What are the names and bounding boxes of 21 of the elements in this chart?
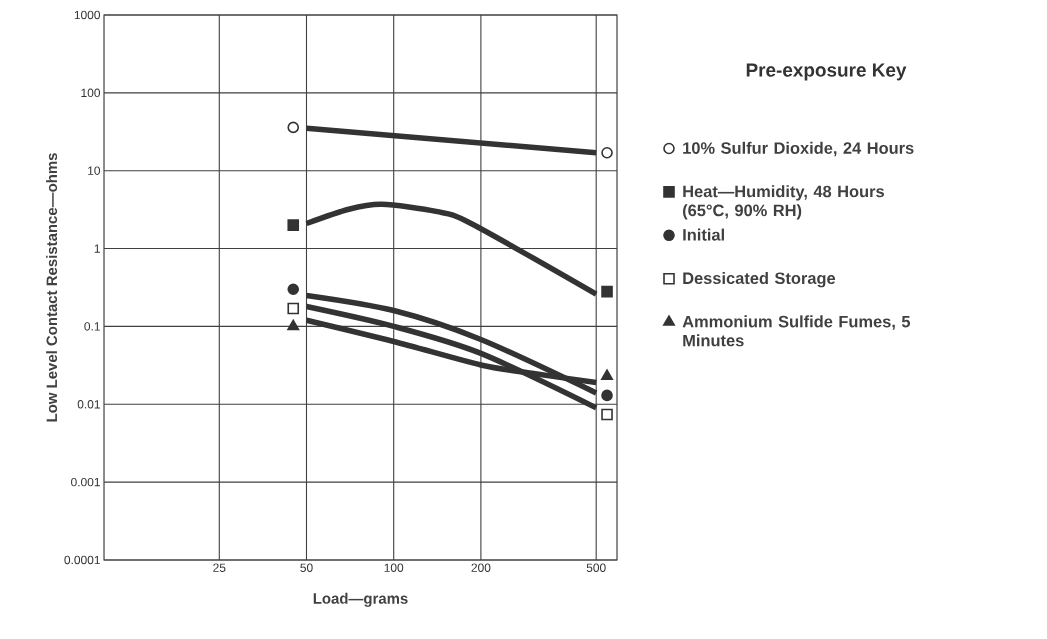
- legend-label: Ammonium Sulfide Fumes, 5 Minutes: [682, 315, 911, 347]
- y-tick-label: 0.0001: [64, 555, 100, 565]
- legend-label: Initial: [683, 228, 724, 241]
- y-tick-label: 0.01: [77, 400, 100, 409]
- legend-label: Dessicated Storage: [683, 271, 836, 288]
- x-axis-title: Load—grams: [313, 592, 408, 607]
- x-tick-label: 50: [300, 563, 313, 572]
- legend-label: 10% Sulfur Dioxide, 24 Hours: [683, 141, 914, 157]
- y-axis-title: Low Level Contact Resistance—ohms: [46, 153, 58, 422]
- x-tick-label: 25: [213, 563, 226, 572]
- y-tick-label: 10: [88, 166, 101, 175]
- x-tick-label: 100: [384, 563, 404, 572]
- y-tick-label: 0.1: [84, 322, 100, 331]
- y-tick-label: 1: [94, 244, 100, 253]
- y-tick-label: 1000: [74, 10, 101, 20]
- x-tick-label: 500: [586, 563, 606, 572]
- legend-label: Heat—Humidity, 48 Hours (65°C, 90% RH): [683, 185, 884, 220]
- y-tick-label: 100: [81, 88, 101, 98]
- x-tick-label: 200: [471, 563, 491, 572]
- legend-title: Pre-exposure Key: [746, 63, 907, 81]
- y-tick-label: 0.001: [71, 477, 100, 487]
